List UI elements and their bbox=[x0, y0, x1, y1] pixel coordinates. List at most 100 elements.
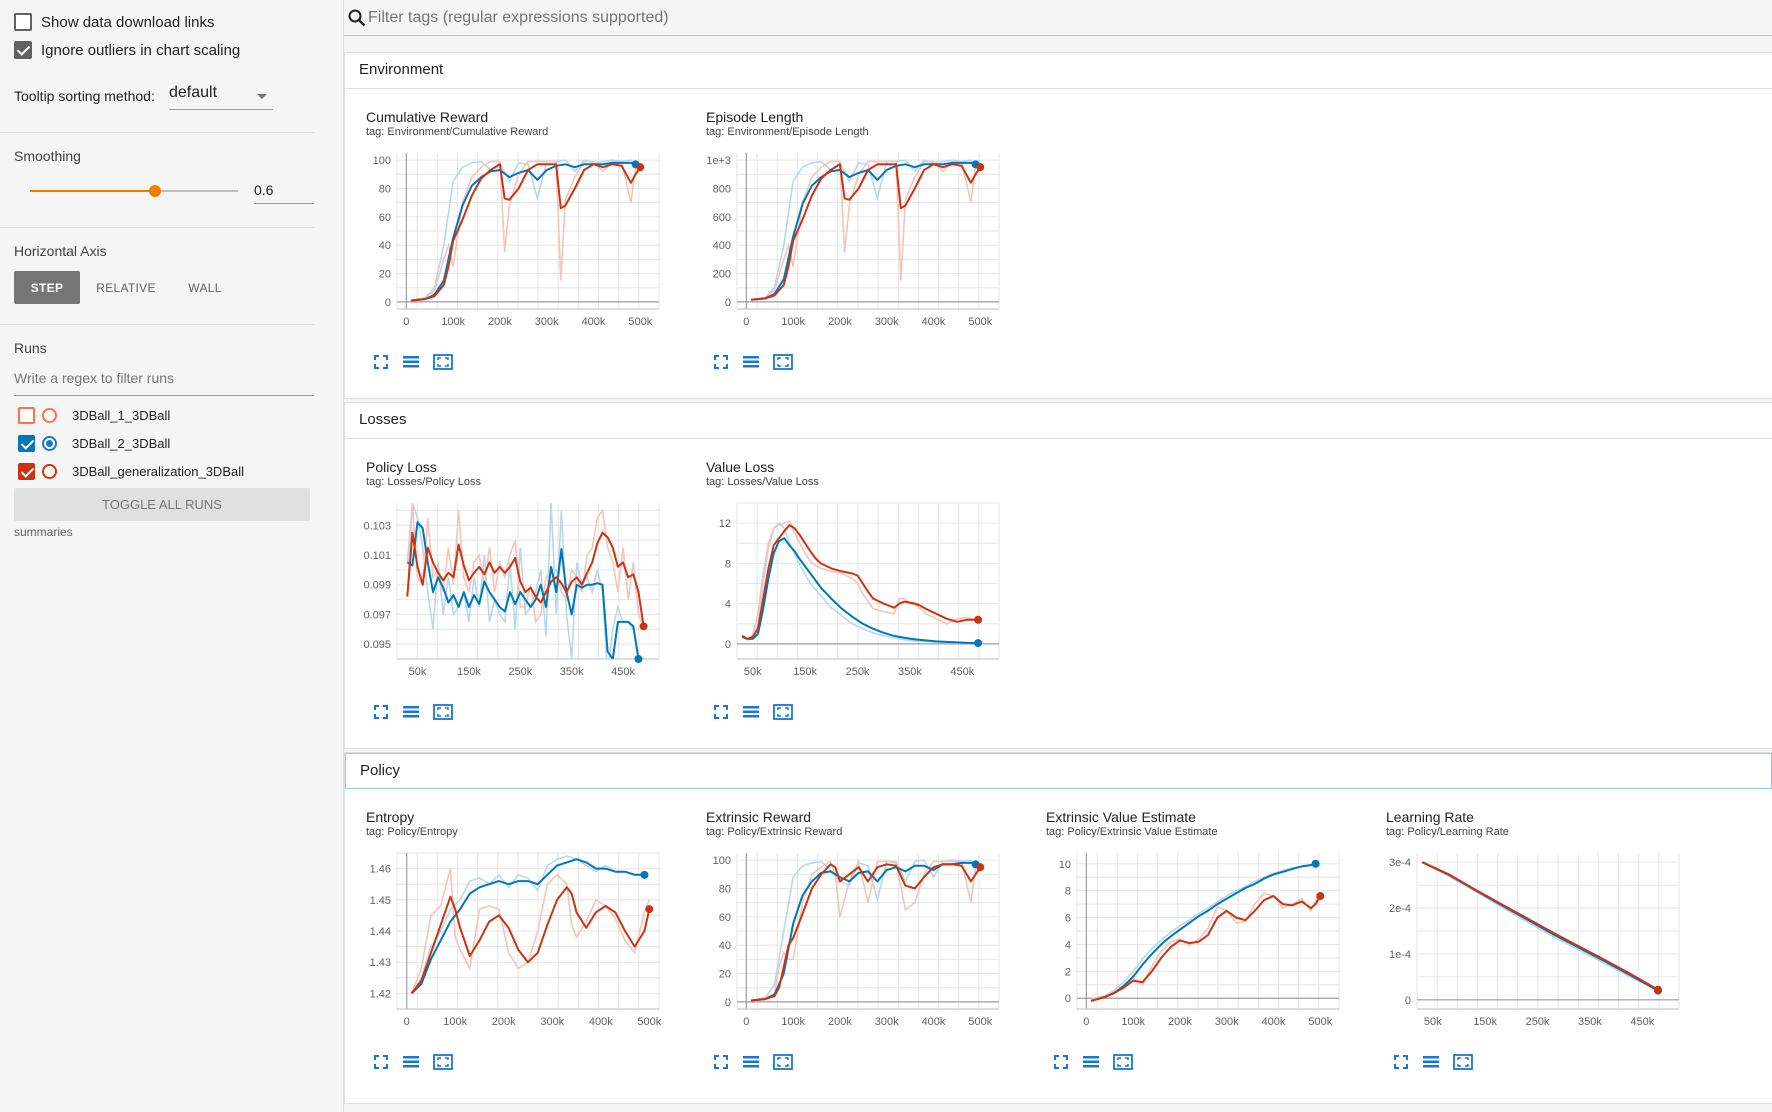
ignore-outliers-checkbox[interactable]: Ignore outliers in chart scaling bbox=[14, 41, 240, 59]
tooltip-sorting-label: Tooltip sorting method: bbox=[14, 88, 155, 104]
run-radio[interactable] bbox=[42, 436, 57, 451]
x-tick-label: 350k bbox=[560, 666, 584, 678]
fullscreen-icon[interactable] bbox=[373, 1054, 389, 1070]
run-checkbox[interactable] bbox=[18, 463, 35, 480]
y-tick-label: 8 bbox=[1065, 886, 1071, 898]
run-row[interactable]: 3DBall_2_3DBall bbox=[18, 435, 170, 452]
fit-domain-icon[interactable] bbox=[1453, 1054, 1473, 1070]
fit-domain-icon[interactable] bbox=[433, 354, 453, 370]
x-tick-label: 150k bbox=[793, 666, 817, 678]
chart-svg[interactable]: 0 4 8 12 50k 150k 250k 350k 450k bbox=[685, 499, 1015, 689]
smoothing-slider-thumb[interactable] bbox=[148, 185, 161, 197]
chart-svg[interactable]: 0 20 40 60 80 100 0 100k 200k 300k 400k 500k bbox=[345, 149, 675, 339]
fullscreen-icon[interactable] bbox=[373, 704, 389, 720]
chart-svg[interactable]: 0 200 400 600 800 1e+3 0 100k 200k 300k 400k 500k bbox=[685, 149, 1015, 339]
run-radio[interactable] bbox=[42, 464, 57, 479]
fullscreen-icon[interactable] bbox=[1393, 1054, 1409, 1070]
data-table-icon[interactable] bbox=[402, 1054, 420, 1070]
x-tick-label: 300k bbox=[535, 316, 559, 328]
data-table-icon[interactable] bbox=[1082, 1054, 1100, 1070]
axis-wall-button[interactable]: WALL bbox=[188, 280, 222, 295]
tag-filter-input[interactable]: Filter tags (regular expressions support… bbox=[368, 9, 669, 26]
smoothed-series-line bbox=[741, 537, 979, 645]
run-checkbox[interactable] bbox=[18, 407, 35, 424]
run-name: 3DBall_2_3DBall bbox=[72, 436, 171, 451]
fit-domain-icon[interactable] bbox=[773, 354, 793, 370]
series-end-point bbox=[1316, 892, 1325, 901]
fullscreen-icon[interactable] bbox=[1053, 1054, 1069, 1070]
chart-title: Episode Length bbox=[706, 109, 804, 125]
run-row[interactable]: 3DBall_generalization_3DBall bbox=[18, 463, 244, 480]
tooltip-sorting-select[interactable]: default bbox=[169, 84, 273, 110]
y-tick-label: 12 bbox=[719, 518, 731, 530]
fit-domain-icon[interactable] bbox=[433, 1054, 453, 1070]
smoothed-series-line bbox=[410, 886, 651, 995]
tag-filter-bar: Filter tags (regular expressions support… bbox=[344, 0, 1772, 36]
data-table-icon[interactable] bbox=[402, 704, 420, 720]
fullscreen-icon[interactable] bbox=[713, 354, 729, 370]
chart-tag: tag: Environment/Episode Length bbox=[706, 126, 869, 138]
chart-tag: tag: Environment/Cumulative Reward bbox=[366, 126, 549, 138]
divider bbox=[0, 132, 314, 133]
data-table-icon[interactable] bbox=[1422, 1054, 1440, 1070]
axis-step-button[interactable]: STEP bbox=[14, 271, 80, 304]
ignore-outliers-box[interactable] bbox=[14, 41, 32, 59]
show-download-links-checkbox[interactable]: Show data download links bbox=[14, 13, 214, 31]
run-checkbox[interactable] bbox=[18, 435, 35, 452]
chart-svg[interactable]: 0 1e-4 2e-4 3e-4 50k 150k 250k 350k 450k bbox=[1365, 849, 1695, 1039]
run-row[interactable]: 3DBall_1_3DBall bbox=[18, 407, 170, 424]
fullscreen-icon[interactable] bbox=[373, 354, 389, 370]
x-tick-label: 150k bbox=[1473, 1016, 1497, 1028]
chart-card: Learning Rate tag: Policy/Learning Rate … bbox=[1365, 809, 1695, 1109]
series-end-point bbox=[636, 163, 645, 172]
smoothing-slider[interactable] bbox=[30, 185, 238, 197]
fullscreen-icon[interactable] bbox=[713, 1054, 729, 1070]
x-tick-label: 50k bbox=[1424, 1016, 1442, 1028]
caret-down-icon bbox=[257, 94, 267, 99]
section-header[interactable]: Losses bbox=[345, 403, 1772, 439]
fit-domain-icon[interactable] bbox=[773, 1054, 793, 1070]
y-tick-label: 0.101 bbox=[363, 550, 391, 562]
y-tick-label: 1.43 bbox=[370, 957, 391, 969]
run-radio[interactable] bbox=[42, 408, 57, 423]
y-tick-label: 600 bbox=[713, 212, 731, 224]
chart-svg[interactable]: 0.095 0.097 0.099 0.101 0.103 50k 150k 250k 350k… bbox=[345, 499, 675, 689]
x-tick-label: 250k bbox=[508, 666, 532, 678]
data-table-icon[interactable] bbox=[742, 704, 760, 720]
chart-svg[interactable]: 1.42 1.43 1.44 1.45 1.46 0 100k 200k 300k 400k 500… bbox=[345, 849, 675, 1039]
section-header[interactable]: Environment bbox=[345, 53, 1772, 89]
x-tick-label: 400k bbox=[582, 316, 606, 328]
data-table-icon[interactable] bbox=[402, 354, 420, 370]
x-tick-label: 200k bbox=[488, 316, 512, 328]
fullscreen-icon[interactable] bbox=[713, 704, 729, 720]
chart-svg[interactable]: 0 2 4 6 8 10 0 100k 200k 300k 400k 500k bbox=[1025, 849, 1355, 1039]
chart-svg[interactable]: 0 20 40 60 80 100 0 100k 200k 300k 400k 500k bbox=[685, 849, 1015, 1039]
chart-tag: tag: Policy/Learning Rate bbox=[1386, 826, 1509, 838]
chart-title: Value Loss bbox=[706, 459, 775, 475]
smoothing-value-input[interactable]: 0.6 bbox=[254, 180, 314, 204]
fit-domain-icon[interactable] bbox=[433, 704, 453, 720]
fit-domain-icon[interactable] bbox=[1113, 1054, 1133, 1070]
x-tick-label: 200k bbox=[1168, 1016, 1192, 1028]
plot-area bbox=[750, 159, 982, 301]
show-download-links-box[interactable] bbox=[14, 13, 32, 31]
series-end-point bbox=[634, 655, 643, 663]
fit-domain-icon[interactable] bbox=[773, 704, 793, 720]
data-table-icon[interactable] bbox=[742, 354, 760, 370]
section-policy: Policy Entropy tag: Policy/Entropy 1.42 1… bbox=[344, 752, 1772, 1104]
toggle-all-runs-button[interactable]: TOGGLE ALL RUNS bbox=[14, 488, 310, 521]
smoothed-series-line bbox=[406, 531, 645, 627]
y-tick-label: 80 bbox=[379, 183, 391, 195]
axis-relative-button[interactable]: RELATIVE bbox=[96, 280, 156, 295]
chart-card: Value Loss tag: Losses/Value Loss 0 4 8 12 5… bbox=[685, 459, 1015, 759]
chart-card: Episode Length tag: Environment/Episode … bbox=[685, 109, 1015, 409]
ignore-outliers-label: Ignore outliers in chart scaling bbox=[41, 41, 241, 59]
series-end-point bbox=[1654, 985, 1663, 994]
data-table-icon[interactable] bbox=[742, 1054, 760, 1070]
section-header[interactable]: Policy bbox=[345, 753, 1772, 789]
runs-filter-input[interactable]: Write a regex to filter runs bbox=[14, 370, 314, 396]
x-tick-label: 300k bbox=[540, 1016, 564, 1028]
plot-area bbox=[741, 520, 979, 645]
series-end-point bbox=[976, 163, 985, 172]
smoothing-label: Smoothing bbox=[14, 148, 81, 164]
